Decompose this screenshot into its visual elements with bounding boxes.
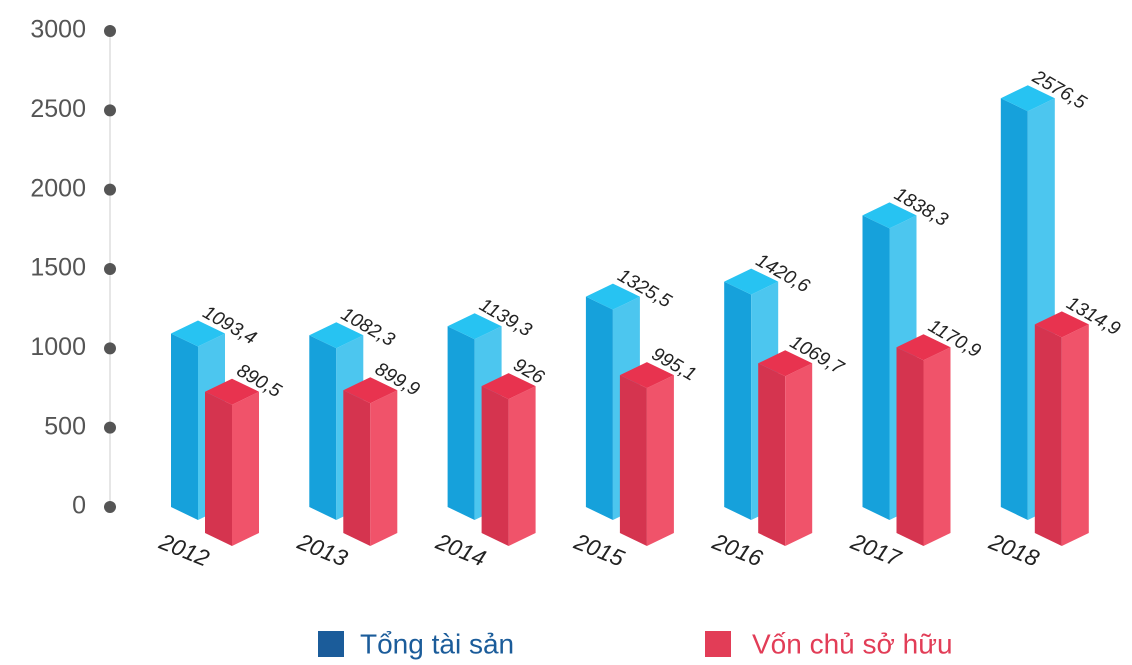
bar-left-face xyxy=(171,333,198,520)
y-tick-dot xyxy=(104,25,116,37)
bar-left-face xyxy=(724,281,752,520)
y-tick-dot xyxy=(104,501,116,513)
y-tick-label: 0 xyxy=(72,492,86,520)
bar-top-face xyxy=(585,283,640,310)
legend-swatch xyxy=(318,631,344,657)
y-tick-label: 2000 xyxy=(30,174,86,202)
bar xyxy=(896,334,951,546)
bar xyxy=(758,350,813,546)
bar-top-face xyxy=(343,377,398,404)
bar-left-face xyxy=(205,391,232,546)
bar-top-face xyxy=(1034,311,1089,338)
x-tick-label: 2016 xyxy=(708,528,766,572)
y-tick-label: 1000 xyxy=(30,333,86,361)
y-tick-dot xyxy=(104,263,116,275)
bar xyxy=(481,373,536,546)
x-tick-label: 2013 xyxy=(293,528,351,572)
bar-top-face xyxy=(724,268,779,295)
bar xyxy=(343,377,398,546)
y-tick-label: 3000 xyxy=(30,16,86,44)
y-tick-dot xyxy=(104,104,116,117)
x-tick-label: 2017 xyxy=(846,528,905,572)
bar-top-face xyxy=(1000,85,1055,112)
bar-top-face xyxy=(171,320,225,347)
y-tick-dot xyxy=(104,183,116,196)
bar-top-face xyxy=(309,322,364,349)
bar-left-face xyxy=(585,296,613,520)
y-tick-label: 1500 xyxy=(30,254,86,282)
bar-top-face xyxy=(758,350,813,377)
bar-left-face xyxy=(758,363,786,546)
legend-label: Vốn chủ sở hữu xyxy=(752,628,953,659)
bar-right-face xyxy=(646,375,674,546)
bar-left-face xyxy=(1034,324,1062,546)
y-tick-label: 2500 xyxy=(30,95,86,123)
bar-left-face xyxy=(619,375,647,546)
bar-top-face xyxy=(896,334,951,361)
bar-left-face xyxy=(343,390,371,546)
y-tick-label: 500 xyxy=(44,412,86,440)
y-tick-dot xyxy=(104,342,116,355)
bar-left-face xyxy=(862,215,890,520)
x-tick-label: 2012 xyxy=(155,528,213,572)
legend-label: Tổng tài sản xyxy=(360,628,514,659)
bar-right-face xyxy=(785,363,813,546)
x-tick-label: 2015 xyxy=(570,528,628,572)
bar-left-face xyxy=(447,326,475,520)
x-tick-label: 2014 xyxy=(432,528,490,572)
bar-right-face xyxy=(1061,324,1089,546)
bar-top-face xyxy=(862,202,917,229)
bar-right-face xyxy=(508,386,536,546)
bar-top-face xyxy=(619,362,674,389)
x-tick-label: 2018 xyxy=(985,528,1043,572)
bar-right-face xyxy=(370,390,398,546)
bar-right-face xyxy=(232,391,259,546)
y-tick-dot xyxy=(104,421,116,434)
bar-top-face xyxy=(447,313,502,340)
legend-swatch xyxy=(705,631,731,657)
bar-left-face xyxy=(309,335,337,520)
bar xyxy=(619,362,674,546)
bar-left-face xyxy=(481,386,509,546)
bar-left-face xyxy=(1000,98,1028,520)
bar-right-face xyxy=(923,347,951,546)
bar-top-face xyxy=(481,373,536,400)
bar xyxy=(205,378,259,546)
bar-left-face xyxy=(896,347,924,546)
bar xyxy=(1034,311,1089,546)
bar-top-face xyxy=(205,378,259,405)
